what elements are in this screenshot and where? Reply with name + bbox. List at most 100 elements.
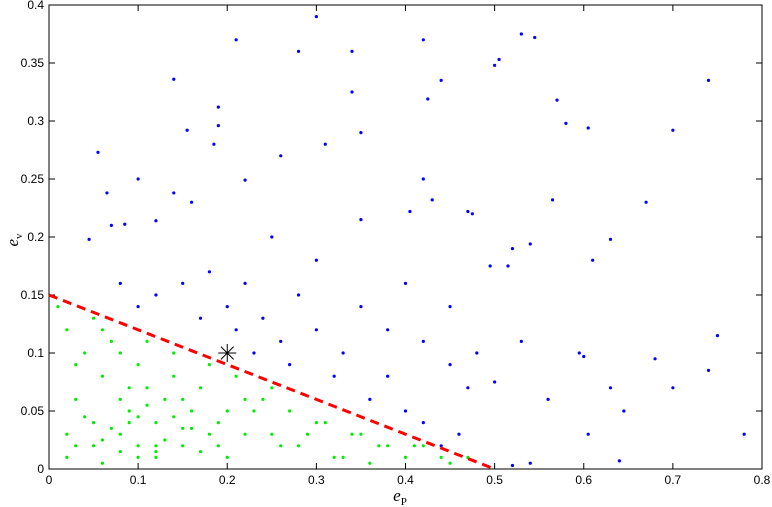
- point: [190, 200, 194, 204]
- point: [65, 432, 69, 436]
- point: [136, 177, 140, 181]
- point: [408, 209, 412, 214]
- point: [109, 223, 113, 227]
- point: [439, 455, 443, 459]
- point: [439, 444, 443, 448]
- point: [181, 444, 185, 448]
- point: [154, 293, 158, 297]
- point: [314, 15, 318, 19]
- point: [279, 154, 283, 158]
- point: [118, 351, 122, 355]
- threshold-line: [48, 293, 496, 471]
- point: [91, 421, 96, 425]
- point: [359, 305, 363, 309]
- point: [172, 374, 176, 378]
- point: [403, 281, 408, 285]
- point: [154, 450, 158, 454]
- point: [493, 63, 497, 67]
- point: [216, 421, 220, 425]
- point: [270, 235, 274, 239]
- point: [466, 386, 470, 390]
- point: [742, 432, 746, 436]
- x-tick-label: 0.2: [219, 473, 236, 487]
- point: [243, 281, 247, 285]
- point: [216, 105, 220, 109]
- point: [386, 444, 390, 448]
- point: [493, 380, 497, 384]
- point: [377, 444, 381, 448]
- point: [430, 198, 434, 202]
- point: [136, 455, 140, 459]
- point: [234, 328, 238, 332]
- point: [577, 351, 581, 355]
- x-tick-label: 0.3: [308, 473, 325, 487]
- point: [212, 142, 216, 146]
- point: [475, 351, 479, 355]
- x-axis-label: eP: [393, 486, 407, 507]
- y-tick-label: 0.4: [27, 0, 44, 12]
- point: [109, 339, 113, 343]
- point: [154, 421, 158, 425]
- point: [216, 124, 220, 128]
- point: [87, 237, 91, 241]
- point: [332, 455, 336, 459]
- point: [118, 281, 122, 285]
- point: [359, 432, 363, 436]
- point: [198, 316, 203, 320]
- point: [314, 328, 318, 332]
- y-tick-label: 0.15: [21, 288, 45, 302]
- point: [234, 374, 238, 378]
- point: [127, 386, 131, 390]
- point: [341, 455, 345, 459]
- point: [470, 212, 474, 216]
- point: [181, 426, 185, 430]
- point: [359, 131, 363, 135]
- point: [359, 218, 363, 222]
- point: [154, 219, 158, 223]
- point: [145, 339, 149, 343]
- y-tick-label: 0.35: [21, 56, 45, 70]
- point: [510, 463, 515, 468]
- point: [350, 432, 354, 436]
- point: [426, 97, 430, 101]
- point: [96, 150, 100, 154]
- point: [172, 351, 176, 355]
- point: [279, 339, 283, 343]
- point: [519, 32, 523, 36]
- x-tick-label: 0.7: [665, 473, 682, 487]
- point: [127, 409, 131, 413]
- point: [100, 374, 105, 378]
- point: [439, 78, 443, 82]
- point: [296, 49, 301, 54]
- point: [555, 98, 559, 102]
- point: [350, 49, 354, 54]
- x-tick-label: 0.6: [575, 473, 592, 487]
- point: [136, 305, 140, 309]
- plot-frame: [48, 4, 763, 470]
- point: [448, 305, 452, 309]
- point: [519, 339, 523, 343]
- point: [332, 374, 336, 378]
- point: [582, 354, 586, 359]
- point: [252, 351, 256, 355]
- point: [127, 421, 131, 425]
- point: [591, 258, 595, 262]
- point: [207, 270, 212, 274]
- point: [715, 334, 720, 338]
- point: [296, 293, 301, 297]
- point: [252, 409, 256, 413]
- point: [83, 351, 87, 355]
- point: [350, 90, 354, 94]
- point: [706, 368, 711, 372]
- point: [145, 386, 149, 390]
- point: [172, 191, 176, 195]
- point: [56, 305, 60, 309]
- point: [288, 409, 292, 413]
- point: [185, 128, 189, 132]
- point: [136, 363, 140, 367]
- point: [154, 455, 158, 459]
- point: [123, 222, 127, 226]
- point: [671, 386, 675, 390]
- point: [109, 426, 113, 430]
